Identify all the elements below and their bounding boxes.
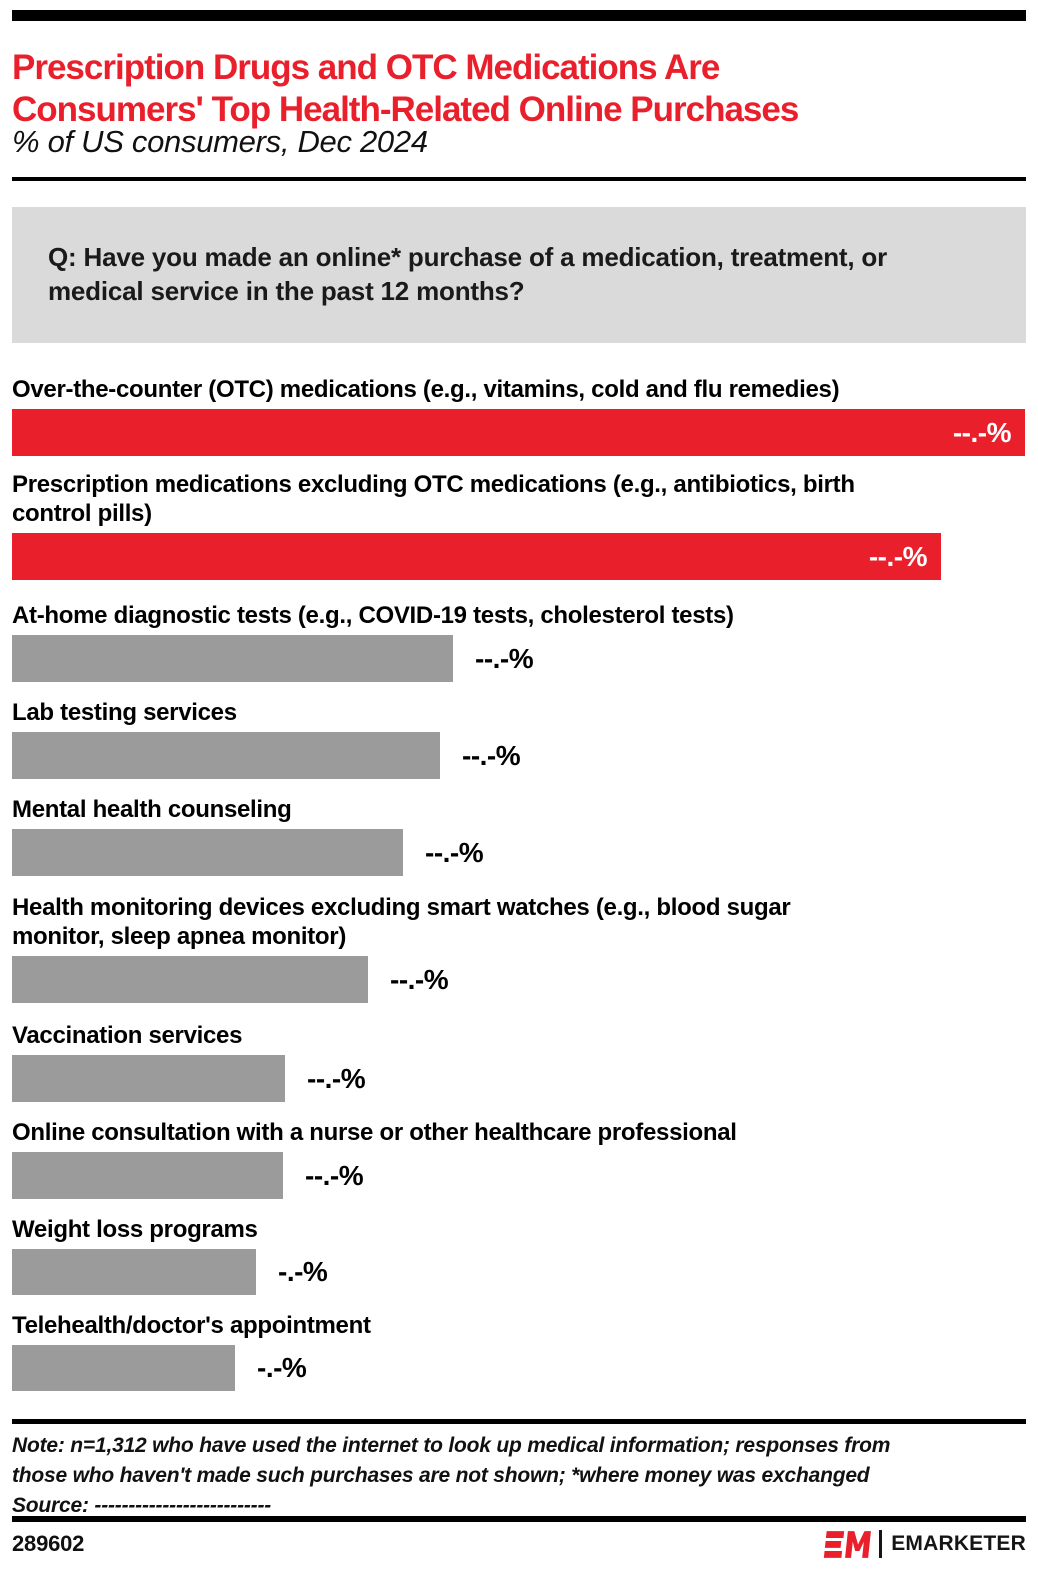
bar [12,732,440,779]
logo-separator [879,1530,883,1558]
value-label: --.-% [475,642,534,674]
footer-rule-top [12,1419,1026,1424]
chart-row: Weight loss programs -.-% [12,1215,1026,1295]
chart-row: Prescription medications excluding OTC m… [12,470,1026,580]
chart-row: Health monitoring devices excluding smar… [12,893,1026,1003]
bar-label: Mental health counseling [12,796,292,823]
chart-row: Online consultation with a nurse or othe… [12,1118,1026,1199]
bar [12,635,453,682]
bar [12,1345,235,1391]
value-label: -.-% [257,1352,307,1383]
chart-subtitle: % of US consumers, Dec 2024 [12,124,428,159]
chart-row: Over-the-counter (OTC) medications (e.g.… [12,375,1026,456]
bar-line: --.-% [12,409,1026,456]
question-box: Q: Have you made an online* purchase of … [12,207,1026,343]
bar [12,829,403,876]
chart-id: 289602 [12,1531,85,1556]
bar-line: --.-% [12,1055,1026,1102]
page-title: Prescription Drugs and OTC Medications A… [12,48,799,130]
bar-line: --.-% [12,533,1026,580]
chart-row: Vaccination services --.-% [12,1021,1026,1102]
value-label: -.-% [278,1256,328,1287]
question-text: Q: Have you made an online* purchase of … [48,242,888,306]
note-text: Note: n=1,312 who have used the internet… [12,1434,891,1517]
chart-row: Lab testing services --.-% [12,698,1026,779]
value-label: --.-% [425,836,484,868]
value-label: --.-% [868,540,928,572]
bar-label: Lab testing services [12,699,237,726]
bar-label: Over-the-counter (OTC) medications (e.g.… [12,376,840,403]
bar: --.-% [12,533,941,580]
chart-row: Telehealth/doctor's appointment -.-% [12,1311,1026,1391]
bar-label: Online consultation with a nurse or othe… [12,1119,737,1146]
bar-label: Telehealth/doctor's appointment [12,1312,371,1339]
header-divider [12,177,1026,181]
bar [12,956,368,1003]
value-label: --.-% [307,1062,366,1094]
bar-line: --.-% [12,635,1026,682]
bar-line: --.-% [12,1152,1026,1199]
value-label: --.-% [305,1159,364,1191]
bar-label: Prescription medications excluding OTC m… [12,471,855,527]
footer-row: 289602 EMARKETER [12,1529,1026,1559]
top-rule [12,10,1026,21]
bar [12,1055,285,1102]
bar-line: --.-% [12,956,1026,1003]
bar-label: At-home diagnostic tests (e.g., COVID-19… [12,602,734,629]
bar-label: Vaccination services [12,1022,243,1049]
bar-line: --.-% [12,829,1026,876]
bar-line: --.-% [12,732,1026,779]
bar [12,1152,283,1199]
emarketer-logo: EMARKETER [823,1530,1026,1559]
chart-row: At-home diagnostic tests (e.g., COVID-19… [12,601,1026,682]
value-label: --.-% [390,963,449,995]
bar-line: -.-% [12,1345,1026,1391]
em-logo-icon [824,1530,872,1558]
bar [12,1249,256,1295]
value-label: --.-% [952,416,1012,448]
bar: --.-% [12,409,1025,456]
chart-row: Mental health counseling --.-% [12,795,1026,876]
bar-label: Health monitoring devices excluding smar… [12,894,791,950]
bar-line: -.-% [12,1249,1026,1295]
brand-wordmark: EMARKETER [891,1532,1026,1555]
value-label: --.-% [462,739,521,771]
footer-rule-bottom [12,1516,1026,1522]
bar-label: Weight loss programs [12,1216,258,1243]
